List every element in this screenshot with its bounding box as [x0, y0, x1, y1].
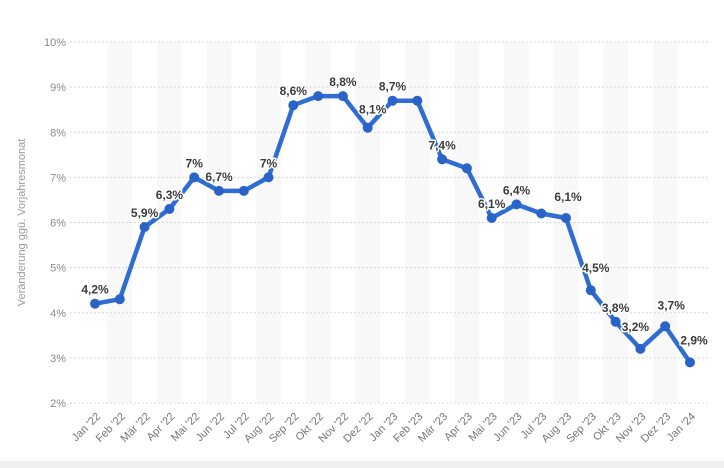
data-point-labels: 4,2%5,9%6,3%7%6,7%7%8,6%8,8%8,1%8,7%7,4%…: [80, 74, 710, 349]
data-point-label: 6,7%: [205, 170, 233, 184]
y-tick-label: 2%: [50, 398, 66, 410]
data-point-label: 4,5%: [582, 261, 610, 275]
data-point-marker[interactable]: [313, 91, 324, 102]
data-point-marker[interactable]: [114, 294, 125, 305]
data-point-marker[interactable]: [214, 185, 224, 196]
data-point-marker[interactable]: [263, 172, 274, 183]
data-point-label: 7%: [186, 156, 204, 170]
data-point-label: 7,4%: [428, 138, 456, 152]
data-point-label: 2,9%: [680, 333, 708, 347]
plot-band: [107, 42, 133, 403]
data-point-marker[interactable]: [387, 95, 398, 106]
data-point-label: 3,7%: [658, 298, 686, 312]
data-point-marker[interactable]: [660, 321, 671, 332]
data-point-marker[interactable]: [337, 91, 348, 102]
y-tick-label: 3%: [50, 353, 66, 365]
data-point-label: 6,3%: [156, 188, 184, 202]
y-tick-label: 9%: [50, 82, 66, 94]
data-point-label: 6,4%: [503, 183, 531, 197]
data-point-marker[interactable]: [635, 343, 646, 354]
plot-band: [652, 42, 678, 403]
data-point-marker[interactable]: [486, 213, 497, 223]
data-point-label: 8,7%: [379, 80, 407, 94]
gridlines: [70, 41, 710, 404]
data-point-label: 3,8%: [602, 301, 630, 315]
data-point-marker[interactable]: [585, 285, 596, 296]
y-tick-label: 4%: [50, 308, 66, 320]
data-point-label: 8,8%: [329, 75, 357, 89]
data-point-label: 3,2%: [622, 320, 650, 334]
y-tick-label: 5%: [50, 263, 66, 275]
data-points: [90, 91, 695, 368]
plot-band: [156, 42, 182, 403]
data-point-marker[interactable]: [362, 122, 373, 133]
plot-band: [504, 42, 529, 403]
y-axis-title: Veränderung ggü. Vorjahresmonat: [16, 139, 28, 307]
data-point-marker[interactable]: [238, 185, 249, 196]
data-point-label: 5,9%: [131, 206, 159, 220]
y-tick-label: 10%: [44, 37, 66, 49]
data-point-marker[interactable]: [288, 100, 299, 111]
y-tick-label: 7%: [50, 172, 66, 184]
y-tick-label: 8%: [50, 127, 66, 139]
y-axis-ticks: 2% 3% 4% 5% 6% 7% 8% 9% 10%: [44, 37, 66, 410]
data-point-label: 4,2%: [81, 283, 109, 297]
data-point-marker[interactable]: [610, 316, 621, 327]
data-point-marker[interactable]: [685, 357, 695, 368]
data-point-marker[interactable]: [561, 213, 571, 223]
data-point-label: 7%: [260, 156, 278, 170]
data-point-marker[interactable]: [511, 199, 522, 210]
data-point-label: 6,1%: [554, 190, 582, 204]
data-point-label: 8,1%: [359, 103, 387, 117]
data-point-marker[interactable]: [437, 154, 448, 165]
data-point-marker[interactable]: [164, 204, 175, 214]
data-point-label: 6,1%: [478, 197, 506, 211]
data-point-label: 8,6%: [280, 84, 308, 98]
chart-footer-bar: [0, 461, 724, 468]
data-point-marker[interactable]: [536, 208, 547, 219]
data-point-marker[interactable]: [90, 298, 100, 309]
data-point-marker[interactable]: [461, 163, 472, 174]
data-point-marker[interactable]: [139, 222, 150, 232]
y-tick-label: 6%: [50, 218, 66, 230]
data-point-marker[interactable]: [412, 95, 423, 106]
data-point-marker[interactable]: [189, 172, 200, 183]
plot-band: [256, 42, 281, 403]
